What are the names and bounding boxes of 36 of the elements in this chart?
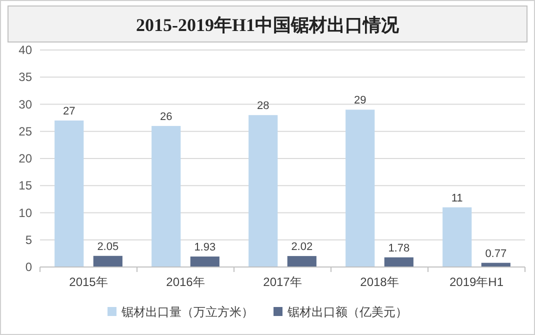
y-tick-label: 20 [18,152,32,166]
y-tick-label: 15 [18,178,32,193]
data-label: 1.78 [388,242,410,254]
bar [248,115,278,267]
data-label: 1.93 [194,242,216,254]
data-label: 28 [256,100,270,112]
y-tick-label: 0 [25,260,32,274]
data-label: 2.02 [291,241,313,254]
x-tick-label: 2016年 [166,275,205,289]
data-label: 2.05 [97,240,119,253]
y-tick-label: 40 [18,43,32,57]
data-label: 0.77 [485,248,507,260]
bar [384,257,414,267]
bar [442,207,472,267]
data-label: 11 [451,192,463,204]
x-tick-label: 2017年 [263,275,302,289]
x-tick-label: 2019年H1 [449,275,504,289]
y-tick-label: 5 [25,232,32,247]
y-tick-label: 10 [18,206,32,220]
chart-title: 2015-2019年H1中国锯材出口情况 [136,15,400,35]
bar [346,110,375,267]
bar [190,256,220,267]
y-tick-label: 30 [18,97,32,112]
y-tick-label: 35 [18,70,32,84]
data-label: 26 [160,110,172,123]
legend-label: 锯材出口量（万立方米） [120,305,254,319]
data-label: 27 [62,106,76,118]
x-tick-label: 2018年 [360,275,399,289]
legend-label: 锯材出口额（亿美元） [286,305,408,319]
bar [287,256,316,267]
y-tick-label: 25 [18,124,32,138]
x-tick-label: 2015年 [69,275,108,289]
bar [152,126,181,267]
bar [54,120,84,267]
bar [93,256,122,267]
data-label: 29 [354,94,366,107]
